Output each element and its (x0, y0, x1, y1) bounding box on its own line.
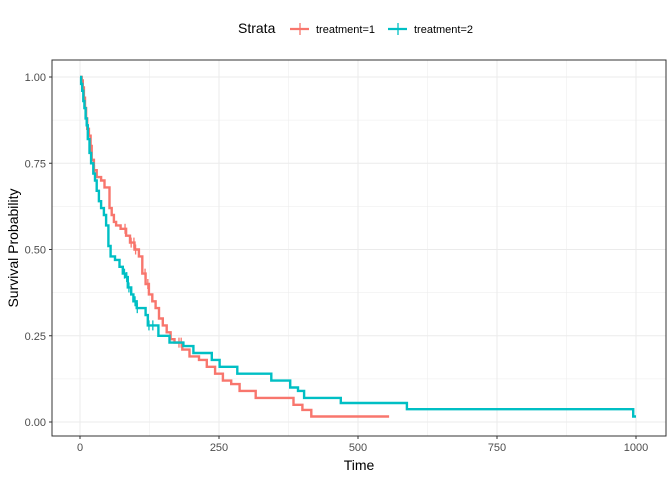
x-tick-label: 1000 (624, 442, 648, 454)
minor-gridlines (52, 60, 666, 436)
x-tick-label: 500 (349, 442, 367, 454)
series-treatment-2 (79, 75, 636, 418)
y-tick-label: 0.00 (25, 417, 46, 429)
legend-title: Strata (238, 20, 276, 36)
plot-panel (51, 59, 667, 437)
y-tick-label: 0.75 (25, 158, 46, 170)
survival-curve-treatment-1 (80, 75, 390, 418)
series-treatment-1 (80, 75, 390, 418)
y-tick-label: 1.00 (25, 72, 46, 84)
x-axis: 0 250 500 750 1000 (77, 436, 648, 454)
y-axis: 0.00 0.25 0.50 0.75 1.00 (25, 72, 52, 429)
y-axis-title: Survival Probability (5, 188, 21, 307)
y-tick-label: 0.25 (25, 331, 46, 343)
panel-border (51, 59, 667, 437)
x-tick-label: 0 (77, 442, 83, 454)
y-tick-label: 0.50 (25, 245, 46, 257)
legend-label-treatment-1: treatment=1 (316, 24, 375, 36)
legend: Strata treatment=1 treatment=2 (238, 20, 473, 36)
x-axis-title: Time (344, 457, 375, 473)
legend-key-treatment-1 (290, 23, 309, 35)
legend-key-treatment-2 (388, 23, 407, 35)
series-layer (79, 75, 636, 418)
x-tick-label: 750 (488, 442, 506, 454)
legend-label-treatment-2: treatment=2 (414, 24, 473, 36)
x-tick-label: 250 (210, 442, 228, 454)
